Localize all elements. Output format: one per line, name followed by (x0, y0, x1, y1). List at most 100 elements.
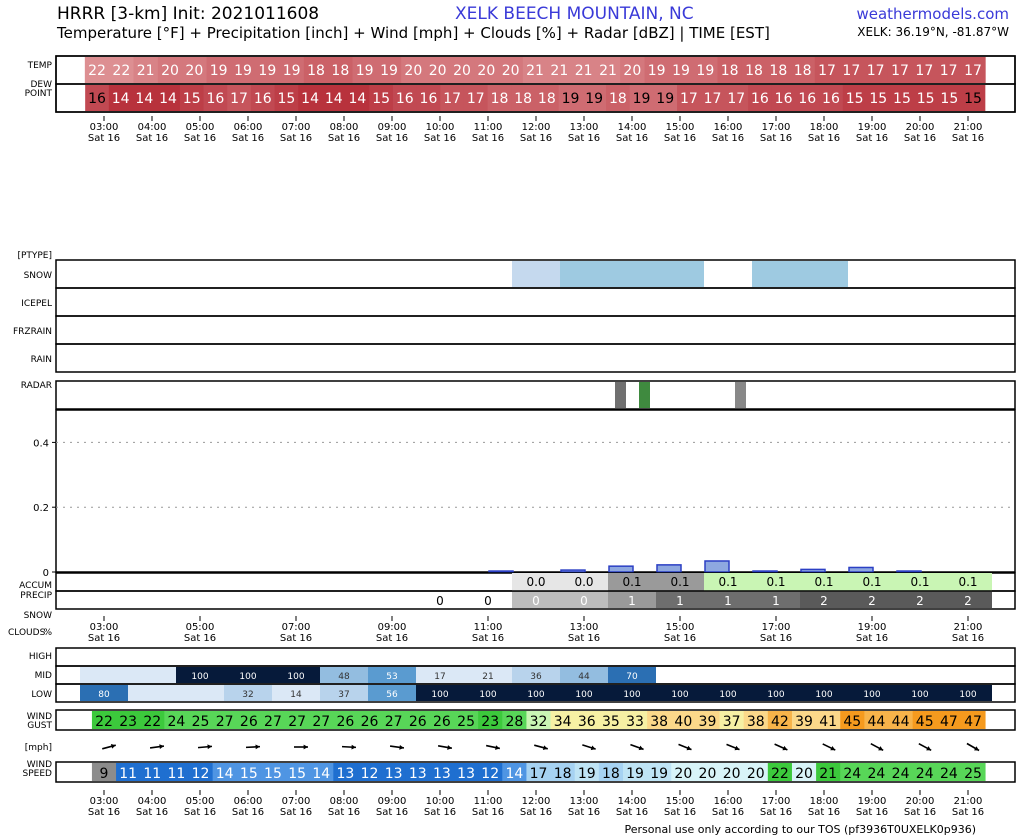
temperature-cell (133, 57, 159, 83)
gust-cell (647, 711, 672, 729)
bottom-axis-hour-label: 19:00 (858, 796, 887, 807)
low-cloud-value: 80 (98, 690, 110, 700)
precip-bar (560, 569, 586, 573)
accum-cell (800, 573, 848, 591)
gust-cell (502, 711, 527, 729)
gust-cell (936, 711, 962, 729)
dewpoint-cell (653, 85, 678, 111)
speed-value: 11 (143, 766, 161, 782)
top-axis-day-label: Sat 16 (88, 133, 120, 144)
dewpoint-value: 18 (491, 91, 509, 107)
temperature-cell (352, 57, 378, 83)
low-cloud-cell (128, 685, 224, 701)
speed-cell (333, 763, 358, 781)
speed-value: 21 (819, 766, 837, 782)
snow-accum-value: 0 (580, 594, 588, 608)
gust-value: 23 (119, 714, 137, 730)
gust-cell (574, 711, 600, 729)
mid-cloud-cell (608, 667, 656, 683)
temperature-cell (741, 57, 767, 83)
wind-arrow-head (686, 745, 692, 751)
gust-value: 34 (554, 714, 572, 730)
low-cloud-cell (416, 685, 464, 701)
speed-cell (91, 763, 117, 781)
gust-value: 39 (795, 714, 813, 730)
dewpoint-cell (298, 85, 323, 111)
dewpoint-value: 14 (325, 91, 343, 107)
dewpoint-cell (250, 85, 276, 111)
speed-cell (164, 763, 189, 781)
temperature-value: 21 (137, 63, 155, 79)
temperature-value: 20 (161, 63, 179, 79)
speed-value: 24 (892, 766, 910, 782)
low-cloud-cell (464, 685, 512, 701)
mid-axis-hour-label: 05:00 (186, 622, 215, 633)
gust-value: 44 (892, 714, 910, 730)
mid-axis-day-label: Sat 16 (88, 633, 120, 644)
temperature-cell (863, 57, 889, 83)
mid-axis-day-label: Sat 16 (568, 633, 600, 644)
snow-row-label: SNOW (24, 271, 53, 281)
snow-ptype-bar (752, 261, 848, 287)
low-cloud-cell (608, 685, 656, 701)
temperature-cell (425, 57, 451, 83)
temperature-value: 20 (477, 63, 495, 79)
bottom-axis-hour-label: 06:00 (234, 796, 263, 807)
mid-axis-hour-label: 21:00 (954, 622, 983, 633)
gust-cell (260, 711, 286, 729)
top-axis-day-label: Sat 16 (952, 133, 984, 144)
chart-subtitle: Temperature [°F] + Precipitation [inch] … (57, 24, 770, 42)
ptype-label: [PTYPE] (17, 251, 52, 261)
accum-value: 0.0 (574, 575, 593, 589)
temperature-cell (109, 57, 134, 83)
dewpoint-cell (203, 85, 228, 111)
gust-cell (405, 711, 431, 729)
speed-cell (550, 763, 576, 781)
speed-cell (140, 763, 165, 781)
accum-value: 0.1 (766, 575, 785, 589)
low-cloud-value: 14 (290, 690, 302, 700)
wind-arrow-head (207, 744, 212, 750)
precip-bar (800, 568, 826, 573)
dewpoint-value: 17 (230, 91, 248, 107)
snow-accum-value: 2 (916, 594, 924, 608)
precip-bar (848, 566, 874, 573)
accum-cell (944, 573, 992, 591)
bottom-axis-day-label: Sat 16 (808, 807, 840, 818)
wind-arrow-head (495, 745, 500, 750)
snow-accum-cell (416, 592, 464, 608)
top-axis-day-label: Sat 16 (904, 133, 936, 144)
top-axis-hour-label: 09:00 (378, 122, 407, 133)
speed-cell (864, 763, 890, 781)
low-cloud-frame (55, 683, 1016, 703)
radar-bar (735, 382, 746, 408)
dewpoint-value: 18 (514, 91, 532, 107)
top-axis-day-label: Sat 16 (616, 133, 648, 144)
site-link[interactable]: weathermodels.com (856, 5, 1009, 23)
gust-cell (912, 711, 938, 729)
mid-axis-day-label: Sat 16 (184, 633, 216, 644)
bottom-axis-hour-label: 17:00 (762, 796, 791, 807)
dewpoint-value: 16 (822, 91, 840, 107)
gust-value: 28 (505, 714, 523, 730)
accum-value: 0.0 (526, 575, 545, 589)
snow-accum-cell (704, 592, 752, 608)
temperature-value: 18 (769, 63, 787, 79)
mid-axis-hour-label: 19:00 (858, 622, 887, 633)
temperature-value: 20 (429, 63, 447, 79)
bottom-axis-hour-label: 21:00 (954, 796, 983, 807)
speed-value: 20 (723, 766, 741, 782)
bottom-axis-day-label: Sat 16 (136, 807, 168, 818)
model-title: HRRR [3-km] Init: 2021011608 (57, 4, 320, 24)
snow-accum-value: 1 (772, 594, 780, 608)
temperature-value: 21 (599, 63, 617, 79)
bottom-axis-hour-label: 16:00 (714, 796, 743, 807)
mid-cloud-cell (224, 667, 272, 683)
top-axis-hour-label: 11:00 (474, 122, 503, 133)
speed-cell (936, 763, 962, 781)
temperature-cell (595, 57, 621, 83)
temperature-cell (303, 57, 329, 83)
bottom-axis-hour-label: 11:00 (474, 796, 503, 807)
snow-accum-cell (944, 592, 992, 608)
top-axis-hour-label: 04:00 (138, 122, 167, 133)
